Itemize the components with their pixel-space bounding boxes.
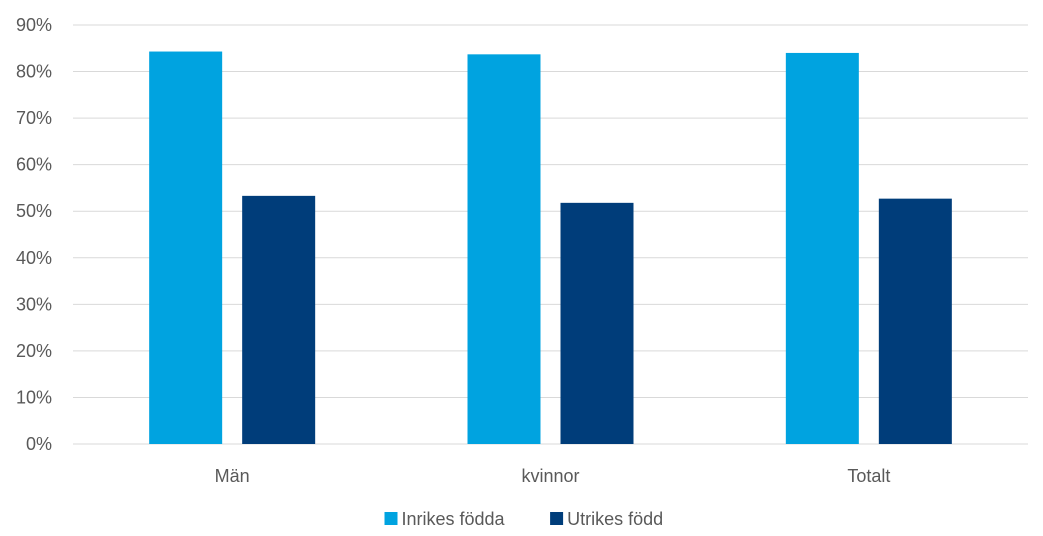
y-axis-ticks: 0% 10% 20% 30% 40% 50% 60% 70% 80% 90% [16, 15, 52, 454]
y-tick-label: 40% [16, 248, 52, 268]
bar-inrikes-1 [467, 54, 541, 445]
y-tick-label: 80% [16, 62, 52, 82]
y-tick-label: 20% [16, 341, 52, 361]
y-tick-label: 50% [16, 201, 52, 221]
x-category-label: Totalt [847, 466, 890, 486]
y-tick-label: 90% [16, 15, 52, 35]
legend: Inrikes födda Utrikes född [384, 509, 663, 529]
y-tick-label: 60% [16, 155, 52, 175]
x-axis-categories: Män kvinnor Totalt [215, 466, 891, 486]
bar-utrikes-2 [878, 198, 952, 444]
y-tick-label: 70% [16, 108, 52, 128]
x-category-label: Män [215, 466, 250, 486]
bar-utrikes-1 [560, 202, 634, 444]
x-category-label: kvinnor [521, 466, 579, 486]
gridlines [73, 24, 1028, 445]
y-tick-label: 10% [16, 387, 52, 407]
bar-inrikes-0 [149, 51, 223, 444]
y-tick-label: 30% [16, 294, 52, 314]
legend-label: Utrikes född [567, 509, 663, 529]
legend-swatch [384, 512, 398, 525]
legend-swatch [550, 512, 564, 525]
bar-inrikes-2 [785, 52, 859, 444]
y-tick-label: 0% [26, 434, 52, 454]
bars [149, 51, 952, 445]
bar-utrikes-0 [242, 195, 316, 444]
legend-label: Inrikes födda [402, 509, 506, 529]
